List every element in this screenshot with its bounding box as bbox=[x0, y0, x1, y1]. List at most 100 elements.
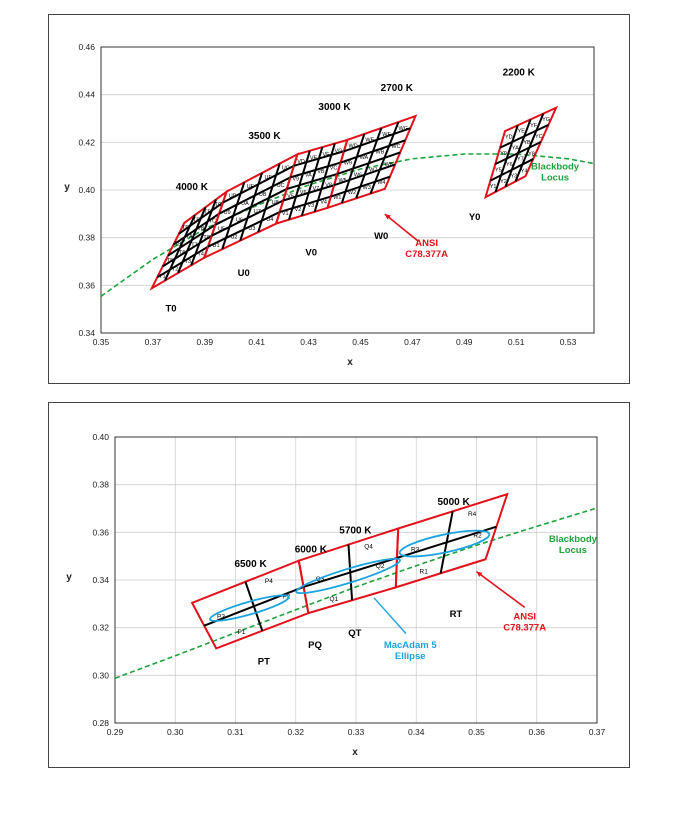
cell-code-label: WB bbox=[376, 150, 385, 156]
y-tick-label: 0.42 bbox=[78, 137, 95, 147]
cell-code-label: VE bbox=[310, 155, 318, 161]
cell-code-label: YC bbox=[535, 134, 543, 140]
cell-code-label: U1 bbox=[213, 243, 220, 249]
plot-area bbox=[114, 436, 598, 724]
y-tick-label: 0.30 bbox=[92, 670, 109, 680]
cell-code-label: WD bbox=[349, 144, 358, 150]
chart-bottom: 0.28 0.30 0.32 0.34 0.36 0.38 0.40 0.29 0.30 0.31… bbox=[66, 432, 606, 758]
cell-code-label: VC bbox=[330, 165, 338, 171]
cell-code-label: Y5 bbox=[495, 168, 502, 174]
cell-code-label: UC bbox=[277, 183, 285, 189]
cell-code-label: R4 bbox=[468, 511, 477, 518]
cell-code-label: YB bbox=[523, 140, 531, 146]
cell-code-label: U8 bbox=[272, 200, 279, 206]
bin-subdivision-line bbox=[222, 164, 295, 204]
ansi-label-line2: C78.377A bbox=[405, 249, 448, 260]
cell-code-label: W5 bbox=[338, 178, 346, 184]
cell-code-label: V1 bbox=[282, 211, 289, 217]
ansi-arrow-head bbox=[384, 214, 391, 220]
x-tick-label: 0.35 bbox=[93, 337, 110, 347]
bin-subdivision-line bbox=[203, 585, 304, 627]
y-tick-label: 0.38 bbox=[92, 480, 109, 490]
bin-subdivision-line bbox=[333, 163, 396, 187]
cell-code-label: V8 bbox=[325, 182, 332, 188]
cell-code-label: YD bbox=[505, 135, 513, 141]
cell-code-label: VA bbox=[305, 173, 312, 179]
x-tick-label: 0.31 bbox=[227, 727, 244, 737]
cell-code-label: TD bbox=[182, 225, 189, 231]
cct-label: 6500 K bbox=[234, 559, 267, 570]
y-tick-label: 0.40 bbox=[78, 185, 95, 195]
bin-subdivision-line bbox=[178, 201, 224, 235]
cct-label: 2200 K bbox=[503, 68, 536, 79]
region-label: U0 bbox=[238, 268, 250, 279]
cell-code-label: Y4 bbox=[521, 168, 528, 174]
bin-subdivision-line bbox=[489, 158, 534, 182]
cell-code-label: Q1 bbox=[330, 596, 339, 603]
macadam-ellipse bbox=[209, 594, 290, 622]
blackbody-locus-line bbox=[100, 153, 595, 297]
bin-subdivision-line bbox=[343, 127, 411, 153]
cell-code-label: T2 bbox=[172, 267, 178, 273]
ansi-label-line2: C78.377A bbox=[503, 622, 546, 633]
region-label: V0 bbox=[305, 248, 317, 259]
cell-code-label: W1 bbox=[333, 195, 341, 201]
cell-code-label: R2 bbox=[473, 533, 482, 540]
cell-code-label: VB bbox=[317, 169, 325, 175]
cell-code-label: YG bbox=[542, 117, 550, 123]
cell-code-label: T7 bbox=[191, 242, 197, 248]
bin-subdivision-line bbox=[499, 123, 549, 149]
ansi-label-line1: ANSI bbox=[513, 611, 536, 622]
cell-code-label: U6 bbox=[236, 218, 243, 224]
cell-code-label: TA bbox=[186, 234, 193, 240]
cell-code-label: V9 bbox=[292, 176, 299, 182]
cell-code-label: VD bbox=[297, 159, 305, 165]
cell-code-label: W9 bbox=[344, 161, 352, 167]
cell-code-label: U2 bbox=[230, 234, 237, 240]
bin-subdivision-line bbox=[303, 556, 398, 588]
cell-code-label: TE bbox=[193, 217, 200, 223]
locus-label-line2: Locus bbox=[541, 173, 569, 184]
locus-label-line2: Locus bbox=[559, 545, 587, 556]
ansi-bin-quadrilateral bbox=[394, 492, 509, 589]
cell-code-label: T5 bbox=[167, 258, 173, 264]
cell-code-label: WE bbox=[365, 138, 374, 144]
cell-code-label: WG bbox=[399, 126, 408, 132]
bin-subdivision-line bbox=[279, 195, 332, 214]
cell-code-label: R1 bbox=[420, 569, 429, 576]
cell-code-label: TF bbox=[204, 210, 211, 216]
y-tick-label: 0.40 bbox=[92, 432, 109, 442]
cell-code-label: TG bbox=[215, 202, 223, 208]
y-tick-label: 0.46 bbox=[78, 42, 95, 52]
x-tick-label: 0.41 bbox=[248, 337, 265, 347]
cell-code-label: V2 bbox=[295, 207, 302, 213]
cell-code-label: T8 bbox=[203, 235, 209, 241]
cell-code-label: Y2 bbox=[500, 179, 507, 185]
bin-subdivision-line bbox=[396, 525, 497, 559]
ansi-bin-quadrilateral bbox=[483, 105, 559, 200]
cell-code-label: TB bbox=[197, 226, 204, 232]
cell-code-label: UA bbox=[241, 201, 249, 207]
ellipse-label-line1: MacAdam 5 bbox=[384, 640, 438, 651]
cell-code-label: U5 bbox=[218, 227, 225, 233]
cell-code-label: V4 bbox=[320, 199, 327, 205]
x-tick-label: 0.32 bbox=[287, 727, 304, 737]
cell-code-label: Y3 bbox=[510, 174, 517, 180]
y-tick-label: 0.44 bbox=[78, 90, 95, 100]
cell-code-label: P4 bbox=[265, 578, 273, 585]
cell-code-label: Q4 bbox=[364, 544, 373, 551]
bin-subdivision-line bbox=[207, 211, 281, 248]
cct-label: 4000 K bbox=[176, 182, 209, 193]
region-label: PQ bbox=[308, 640, 322, 651]
cell-code-label: W8 bbox=[385, 162, 393, 168]
cell-code-label: Y8 bbox=[528, 151, 535, 157]
bin-subdivision-line bbox=[290, 161, 341, 179]
cell-code-label: V5 bbox=[287, 194, 294, 200]
region-label: T0 bbox=[166, 304, 177, 315]
y-axis-title: y bbox=[64, 182, 70, 193]
bin-subdivision-line bbox=[337, 151, 401, 175]
x-tick-label: 0.37 bbox=[589, 727, 606, 737]
region-label: PT bbox=[258, 657, 270, 668]
ansi-label-line1: ANSI bbox=[415, 238, 438, 249]
cell-code-label: VG bbox=[335, 148, 343, 154]
